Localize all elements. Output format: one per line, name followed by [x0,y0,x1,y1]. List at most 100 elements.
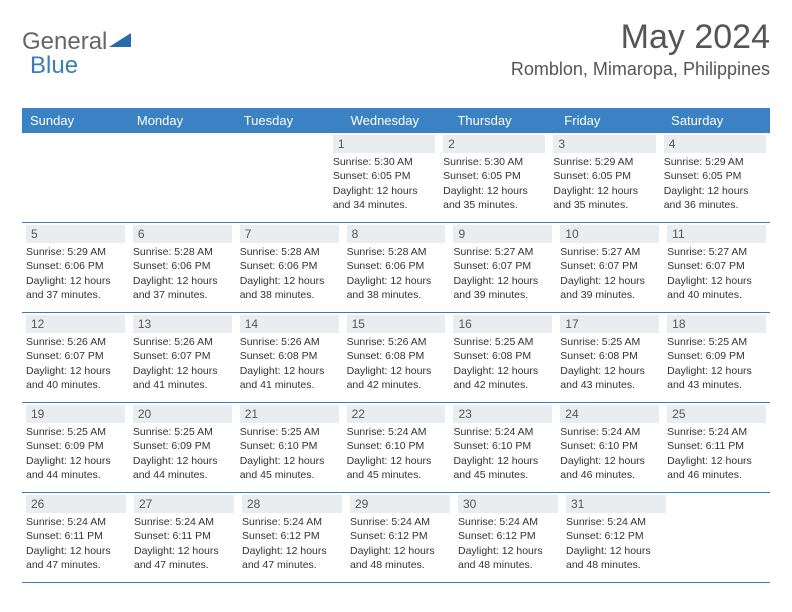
day-detail: Sunrise: 5:30 AMSunset: 6:05 PMDaylight:… [333,155,435,212]
day-detail: Sunrise: 5:26 AMSunset: 6:08 PMDaylight:… [347,335,446,392]
empty-day [670,493,770,582]
weekday-header: Sunday [22,108,129,133]
day-cell: 18 Sunrise: 5:25 AMSunset: 6:09 PMDayligh… [663,313,770,402]
day-detail: Sunrise: 5:24 AMSunset: 6:12 PMDaylight:… [350,515,450,572]
day-detail: Sunrise: 5:25 AMSunset: 6:10 PMDaylight:… [240,425,339,482]
weekday-header: Saturday [663,108,770,133]
day-number: 12 [26,315,125,333]
day-cell: 21 Sunrise: 5:25 AMSunset: 6:10 PMDayligh… [236,403,343,492]
day-number: 3 [553,135,655,153]
day-cell: 8 Sunrise: 5:28 AMSunset: 6:06 PMDaylight… [343,223,450,312]
empty-day [22,133,124,222]
day-detail: Sunrise: 5:24 AMSunset: 6:12 PMDaylight:… [458,515,558,572]
day-cell: 28 Sunrise: 5:24 AMSunset: 6:12 PMDayligh… [238,493,346,582]
empty-day [227,133,329,222]
day-cell: 9 Sunrise: 5:27 AMSunset: 6:07 PMDaylight… [449,223,556,312]
day-number: 18 [667,315,766,333]
month-title: May 2024 [511,18,770,57]
week-row: 1 Sunrise: 5:30 AMSunset: 6:05 PMDaylight… [22,133,770,223]
day-cell: 23 Sunrise: 5:24 AMSunset: 6:10 PMDayligh… [449,403,556,492]
day-detail: Sunrise: 5:24 AMSunset: 6:10 PMDaylight:… [347,425,446,482]
day-cell: 6Sunrise: 5:28 AMSunset: 6:06 PMDaylight… [129,223,236,312]
day-cell: 19Sunrise: 5:25 AMSunset: 6:09 PMDayligh… [22,403,129,492]
day-number: 5 [26,225,125,243]
week-row: 5 Sunrise: 5:29 AMSunset: 6:06 PMDaylight… [22,223,770,313]
day-cell: 29 Sunrise: 5:24 AMSunset: 6:12 PMDayligh… [346,493,454,582]
day-number: 16 [453,315,552,333]
day-detail: Sunrise: 5:25 AMSunset: 6:09 PMDaylight:… [667,335,766,392]
day-number: 1 [333,135,435,153]
day-detail: Sunrise: 5:29 AMSunset: 6:05 PMDaylight:… [664,155,766,212]
logo-text-blue: Blue [30,52,78,80]
day-cell: 20Sunrise: 5:25 AMSunset: 6:09 PMDayligh… [129,403,236,492]
day-cell: 5 Sunrise: 5:29 AMSunset: 6:06 PMDaylight… [22,223,129,312]
day-cell: 3Sunrise: 5:29 AMSunset: 6:05 PMDaylight… [549,133,659,222]
day-number: 19 [26,405,125,423]
day-detail: Sunrise: 5:30 AMSunset: 6:05 PMDaylight:… [443,155,545,212]
day-number: 28 [242,495,342,513]
day-number: 27 [134,495,234,513]
day-detail: Sunrise: 5:24 AMSunset: 6:11 PMDaylight:… [26,515,126,572]
weekday-header-row: SundayMondayTuesdayWednesdayThursdayFrid… [22,108,770,133]
day-number: 30 [458,495,558,513]
day-number: 10 [560,225,659,243]
day-cell: 26 Sunrise: 5:24 AMSunset: 6:11 PMDayligh… [22,493,130,582]
day-detail: Sunrise: 5:24 AMSunset: 6:10 PMDaylight:… [560,425,659,482]
day-number: 9 [453,225,552,243]
location: Romblon, Mimaropa, Philippines [511,59,770,80]
day-detail: Sunrise: 5:24 AMSunset: 6:10 PMDaylight:… [453,425,552,482]
week-row: 12 Sunrise: 5:26 AMSunset: 6:07 PMDayligh… [22,313,770,403]
day-number: 22 [347,405,446,423]
day-number: 14 [240,315,339,333]
day-number: 6 [133,225,232,243]
day-number: 25 [667,405,766,423]
day-number: 23 [453,405,552,423]
day-detail: Sunrise: 5:27 AMSunset: 6:07 PMDaylight:… [560,245,659,302]
day-number: 4 [664,135,766,153]
weekday-header: Wednesday [343,108,450,133]
day-number: 21 [240,405,339,423]
calendar: SundayMondayTuesdayWednesdayThursdayFrid… [22,108,770,583]
day-number: 17 [560,315,659,333]
day-detail: Sunrise: 5:25 AMSunset: 6:09 PMDaylight:… [133,425,232,482]
day-detail: Sunrise: 5:28 AMSunset: 6:06 PMDaylight:… [240,245,339,302]
day-number: 15 [347,315,446,333]
day-cell: 24 Sunrise: 5:24 AMSunset: 6:10 PMDayligh… [556,403,663,492]
day-number: 31 [566,495,666,513]
day-detail: Sunrise: 5:24 AMSunset: 6:12 PMDaylight:… [566,515,666,572]
day-detail: Sunrise: 5:24 AMSunset: 6:11 PMDaylight:… [667,425,766,482]
day-number: 2 [443,135,545,153]
day-detail: Sunrise: 5:24 AMSunset: 6:12 PMDaylight:… [242,515,342,572]
weekday-header: Tuesday [236,108,343,133]
day-number: 8 [347,225,446,243]
day-detail: Sunrise: 5:27 AMSunset: 6:07 PMDaylight:… [667,245,766,302]
day-cell: 10 Sunrise: 5:27 AMSunset: 6:07 PMDayligh… [556,223,663,312]
day-detail: Sunrise: 5:26 AMSunset: 6:07 PMDaylight:… [26,335,125,392]
day-cell: 31 Sunrise: 5:24 AMSunset: 6:12 PMDayligh… [562,493,670,582]
day-cell: 13Sunrise: 5:26 AMSunset: 6:07 PMDayligh… [129,313,236,402]
header: General May 2024 Romblon, Mimaropa, Phil… [22,18,770,80]
day-cell: 1 Sunrise: 5:30 AMSunset: 6:05 PMDaylight… [329,133,439,222]
day-cell: 22 Sunrise: 5:24 AMSunset: 6:10 PMDayligh… [343,403,450,492]
day-number: 7 [240,225,339,243]
logo-triangle-icon [109,31,131,47]
day-cell: 27Sunrise: 5:24 AMSunset: 6:11 PMDayligh… [130,493,238,582]
day-number: 29 [350,495,450,513]
day-detail: Sunrise: 5:27 AMSunset: 6:07 PMDaylight:… [453,245,552,302]
day-number: 24 [560,405,659,423]
day-detail: Sunrise: 5:25 AMSunset: 6:08 PMDaylight:… [453,335,552,392]
day-cell: 15 Sunrise: 5:26 AMSunset: 6:08 PMDayligh… [343,313,450,402]
day-cell: 25 Sunrise: 5:24 AMSunset: 6:11 PMDayligh… [663,403,770,492]
day-detail: Sunrise: 5:29 AMSunset: 6:06 PMDaylight:… [26,245,125,302]
day-cell: 12 Sunrise: 5:26 AMSunset: 6:07 PMDayligh… [22,313,129,402]
day-detail: Sunrise: 5:26 AMSunset: 6:08 PMDaylight:… [240,335,339,392]
day-cell: 17Sunrise: 5:25 AMSunset: 6:08 PMDayligh… [556,313,663,402]
day-number: 26 [26,495,126,513]
day-cell: 16 Sunrise: 5:25 AMSunset: 6:08 PMDayligh… [449,313,556,402]
day-cell: 4 Sunrise: 5:29 AMSunset: 6:05 PMDaylight… [660,133,770,222]
day-detail: Sunrise: 5:28 AMSunset: 6:06 PMDaylight:… [347,245,446,302]
weekday-header: Thursday [449,108,556,133]
day-number: 13 [133,315,232,333]
weekday-header: Friday [556,108,663,133]
day-cell: 11Sunrise: 5:27 AMSunset: 6:07 PMDayligh… [663,223,770,312]
